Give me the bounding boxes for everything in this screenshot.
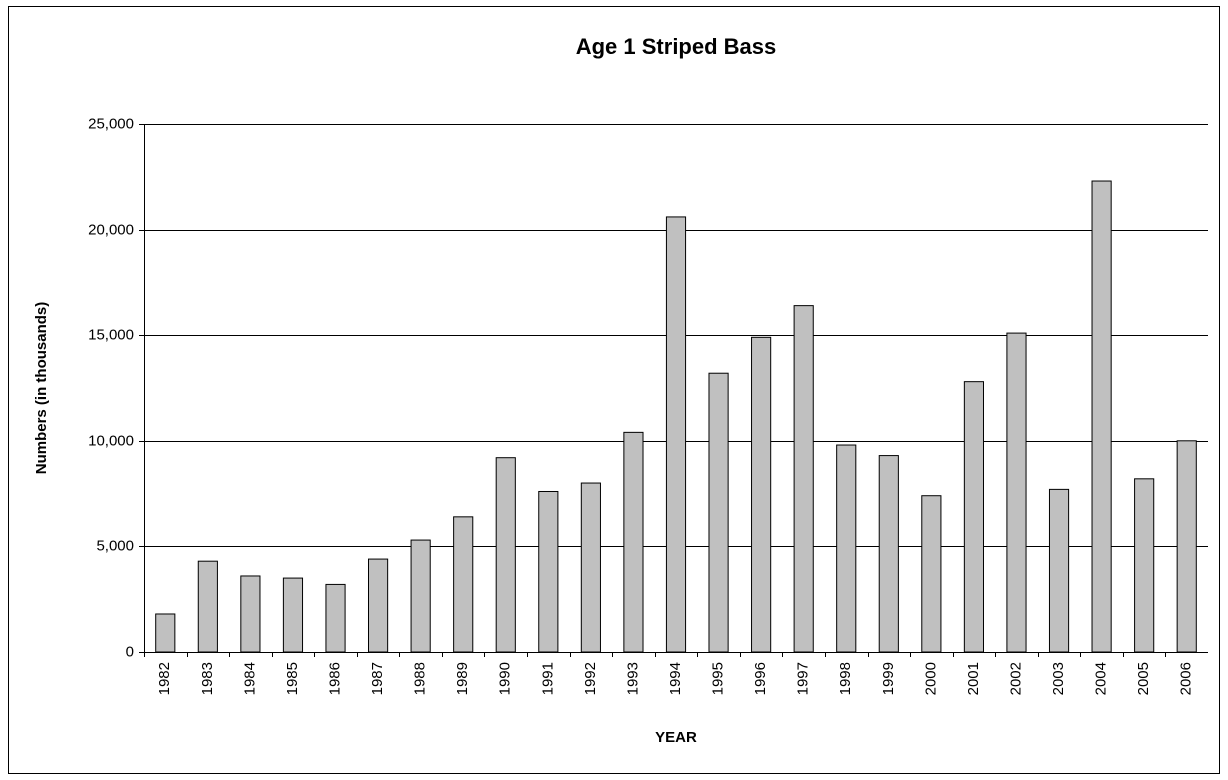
bar [1176,440,1197,653]
x-tick-label: 2001 [965,662,982,695]
x-tick-label: 2004 [1093,662,1110,695]
x-tick-label: 1994 [667,662,684,695]
bar [580,482,601,653]
x-tick-label: 1996 [752,662,769,695]
x-tick-label: 1990 [497,662,514,695]
bar [1134,478,1155,653]
x-tick-label: 1988 [412,662,429,695]
x-tick-label: 1985 [284,662,301,695]
bar [155,613,176,653]
y-tick-label: 5,000 [96,537,134,554]
x-tick-label: 2003 [1050,662,1067,695]
bar [197,560,218,653]
bar [963,381,984,653]
y-tick-label: 10,000 [88,432,134,449]
x-tick-label: 1982 [156,662,173,695]
y-tick-label: 0 [126,643,134,660]
y-tick-label: 25,000 [88,115,134,132]
y-tick-label: 20,000 [88,221,134,238]
bar [240,575,261,653]
chart-title: Age 1 Striped Bass [576,34,777,59]
y-axis-label: Numbers (in thousands) [33,302,50,475]
bar [1091,180,1112,653]
x-tick-label: 1992 [582,662,599,695]
x-tick-label: 2006 [1178,662,1195,695]
bar [495,457,516,653]
bar [708,372,729,653]
bar [282,577,304,653]
bar [793,305,814,653]
bar [623,431,644,653]
bar [325,583,346,653]
x-tick-label: 2002 [1007,662,1024,695]
x-tick-label: 1986 [326,662,343,695]
x-tick-label: 1991 [539,662,556,695]
bar [410,539,431,653]
chart-border [8,6,1220,774]
x-axis-label: YEAR [655,729,697,746]
bar [878,455,899,653]
bar [751,336,772,653]
bar [836,444,857,653]
bar [1048,488,1070,653]
bar [538,490,559,653]
y-tick-label: 15,000 [88,326,134,343]
x-tick-label: 1998 [837,662,854,695]
x-tick-label: 1995 [710,662,727,695]
bar [368,558,389,653]
bar [453,516,474,653]
bar [921,495,942,653]
bar [665,216,687,653]
x-tick-label: 2005 [1135,662,1152,695]
x-tick-label: 1984 [241,662,258,695]
x-tick-label: 1999 [880,662,897,695]
x-tick-label: 2000 [922,662,939,695]
x-tick-label: 1997 [795,662,812,695]
x-tick-label: 1987 [369,662,386,695]
x-tick-label: 1993 [624,662,641,695]
x-tick-label: 1989 [454,662,471,695]
bar [1006,332,1027,653]
x-tick-label: 1983 [199,662,216,695]
